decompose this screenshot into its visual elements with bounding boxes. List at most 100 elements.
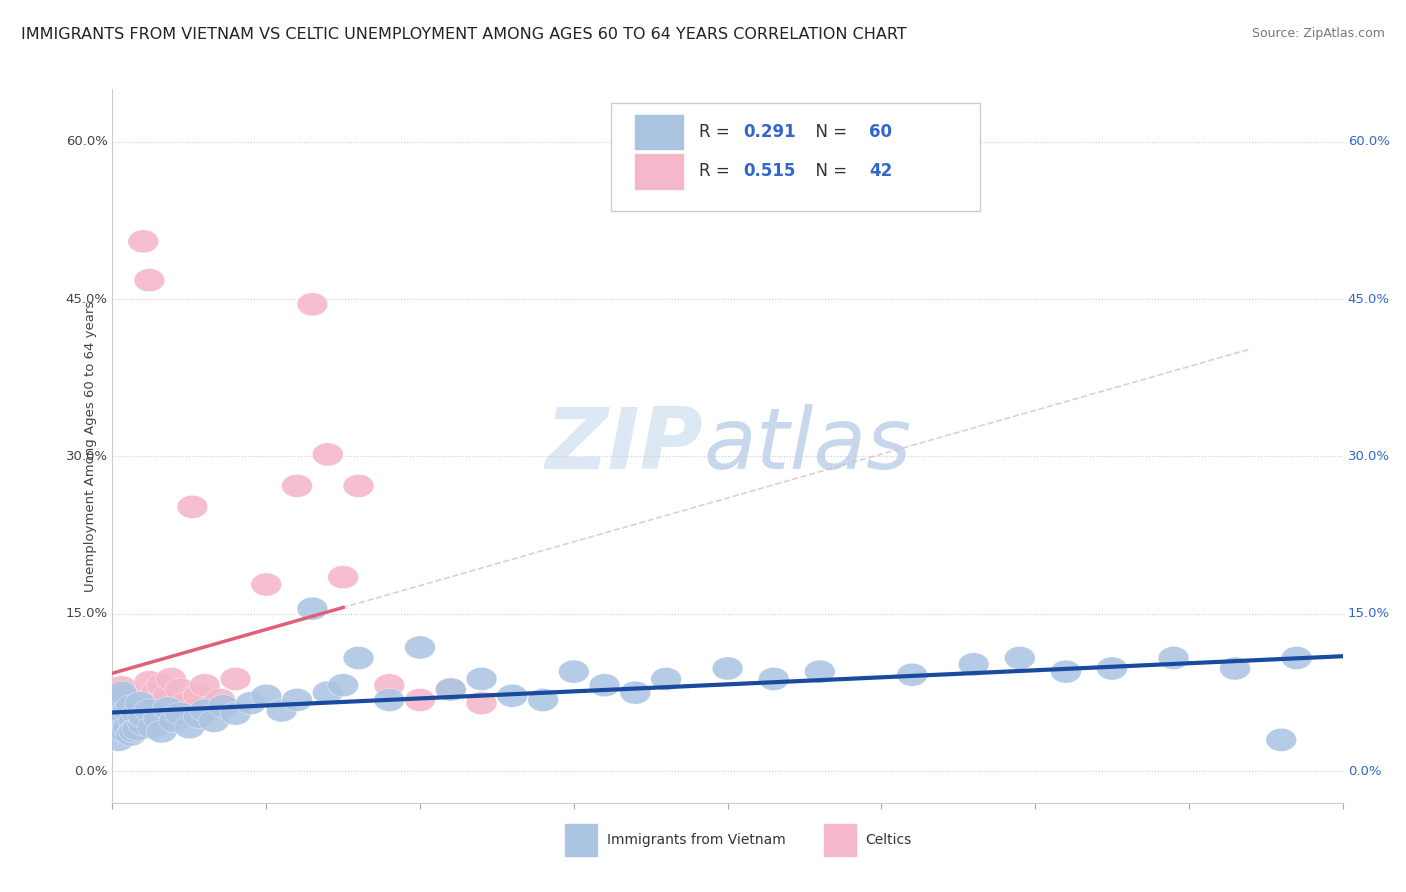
Text: 60: 60 bbox=[869, 123, 891, 141]
FancyBboxPatch shape bbox=[824, 824, 855, 855]
Ellipse shape bbox=[165, 678, 195, 701]
Ellipse shape bbox=[152, 697, 183, 720]
Text: 45.0%: 45.0% bbox=[66, 293, 107, 306]
Ellipse shape bbox=[149, 709, 180, 732]
Ellipse shape bbox=[620, 681, 651, 704]
Ellipse shape bbox=[125, 691, 156, 714]
Ellipse shape bbox=[467, 667, 496, 690]
Ellipse shape bbox=[558, 660, 589, 683]
Ellipse shape bbox=[527, 689, 558, 712]
Text: 30.0%: 30.0% bbox=[1348, 450, 1389, 463]
Ellipse shape bbox=[281, 689, 312, 712]
Ellipse shape bbox=[374, 673, 405, 697]
Ellipse shape bbox=[208, 695, 239, 718]
Ellipse shape bbox=[221, 702, 250, 725]
Ellipse shape bbox=[103, 681, 134, 704]
Text: 60.0%: 60.0% bbox=[66, 136, 107, 148]
Ellipse shape bbox=[297, 597, 328, 620]
Ellipse shape bbox=[136, 702, 167, 725]
Text: N =: N = bbox=[806, 123, 852, 141]
Ellipse shape bbox=[343, 475, 374, 498]
Ellipse shape bbox=[134, 268, 165, 292]
Ellipse shape bbox=[107, 676, 138, 699]
Ellipse shape bbox=[172, 691, 201, 714]
Ellipse shape bbox=[343, 647, 374, 670]
Ellipse shape bbox=[436, 678, 467, 701]
Ellipse shape bbox=[143, 691, 174, 714]
Ellipse shape bbox=[183, 684, 214, 707]
Ellipse shape bbox=[107, 715, 138, 739]
Ellipse shape bbox=[804, 660, 835, 683]
Ellipse shape bbox=[250, 684, 281, 707]
Text: IMMIGRANTS FROM VIETNAM VS CELTIC UNEMPLOYMENT AMONG AGES 60 TO 64 YEARS CORRELA: IMMIGRANTS FROM VIETNAM VS CELTIC UNEMPL… bbox=[21, 27, 907, 42]
Ellipse shape bbox=[405, 636, 436, 659]
Ellipse shape bbox=[100, 707, 131, 731]
Ellipse shape bbox=[103, 689, 134, 712]
Ellipse shape bbox=[107, 713, 138, 736]
Ellipse shape bbox=[122, 702, 152, 725]
Ellipse shape bbox=[205, 689, 236, 712]
Ellipse shape bbox=[174, 715, 205, 739]
Ellipse shape bbox=[118, 720, 149, 743]
Text: 0.515: 0.515 bbox=[744, 162, 796, 180]
Ellipse shape bbox=[112, 699, 143, 722]
Ellipse shape bbox=[115, 686, 146, 709]
Ellipse shape bbox=[374, 689, 405, 712]
Ellipse shape bbox=[959, 653, 988, 676]
Ellipse shape bbox=[128, 713, 159, 736]
Ellipse shape bbox=[159, 709, 190, 732]
Ellipse shape bbox=[131, 695, 162, 718]
Ellipse shape bbox=[136, 715, 167, 739]
Y-axis label: Unemployment Among Ages 60 to 64 years: Unemployment Among Ages 60 to 64 years bbox=[83, 301, 97, 591]
Ellipse shape bbox=[152, 684, 183, 707]
Text: R =: R = bbox=[699, 162, 735, 180]
Ellipse shape bbox=[897, 664, 928, 686]
Text: 15.0%: 15.0% bbox=[66, 607, 107, 621]
Ellipse shape bbox=[143, 707, 174, 731]
Ellipse shape bbox=[110, 699, 141, 722]
Ellipse shape bbox=[112, 715, 143, 739]
Text: 0.291: 0.291 bbox=[744, 123, 796, 141]
Ellipse shape bbox=[713, 657, 742, 680]
FancyBboxPatch shape bbox=[636, 114, 683, 150]
Ellipse shape bbox=[250, 573, 281, 596]
Text: atlas: atlas bbox=[703, 404, 911, 488]
Text: 15.0%: 15.0% bbox=[1348, 607, 1389, 621]
Ellipse shape bbox=[118, 709, 149, 732]
Ellipse shape bbox=[1219, 657, 1250, 680]
Text: 60.0%: 60.0% bbox=[1348, 136, 1389, 148]
Ellipse shape bbox=[115, 723, 146, 746]
Text: ZIP: ZIP bbox=[546, 404, 703, 488]
Ellipse shape bbox=[328, 673, 359, 697]
Ellipse shape bbox=[165, 702, 195, 725]
Ellipse shape bbox=[122, 718, 152, 741]
Ellipse shape bbox=[177, 495, 208, 518]
Ellipse shape bbox=[221, 667, 250, 690]
Text: Celtics: Celtics bbox=[866, 833, 911, 847]
Ellipse shape bbox=[134, 671, 165, 694]
Ellipse shape bbox=[198, 709, 229, 732]
Text: 0.0%: 0.0% bbox=[75, 764, 107, 778]
Ellipse shape bbox=[1265, 728, 1296, 751]
Text: Immigrants from Vietnam: Immigrants from Vietnam bbox=[607, 833, 786, 847]
Ellipse shape bbox=[496, 684, 527, 707]
Ellipse shape bbox=[146, 673, 177, 697]
Ellipse shape bbox=[125, 709, 156, 732]
Ellipse shape bbox=[115, 695, 146, 718]
Ellipse shape bbox=[118, 706, 149, 728]
Ellipse shape bbox=[110, 720, 141, 743]
Ellipse shape bbox=[128, 684, 159, 707]
Ellipse shape bbox=[128, 230, 159, 253]
Ellipse shape bbox=[183, 706, 214, 728]
Ellipse shape bbox=[1097, 657, 1128, 680]
Ellipse shape bbox=[122, 699, 152, 722]
Ellipse shape bbox=[1281, 647, 1312, 670]
Ellipse shape bbox=[297, 293, 328, 316]
Ellipse shape bbox=[236, 691, 266, 714]
Ellipse shape bbox=[156, 667, 186, 690]
Ellipse shape bbox=[651, 667, 682, 690]
Ellipse shape bbox=[190, 699, 221, 722]
Ellipse shape bbox=[112, 691, 143, 714]
Text: 42: 42 bbox=[869, 162, 893, 180]
FancyBboxPatch shape bbox=[565, 824, 598, 855]
